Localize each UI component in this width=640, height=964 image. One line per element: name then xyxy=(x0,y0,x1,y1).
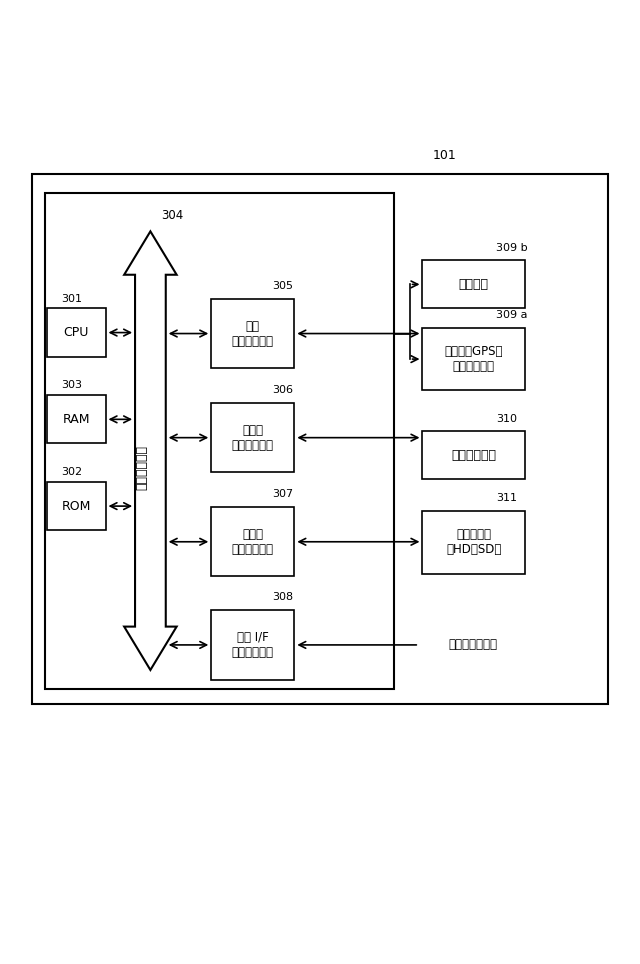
Text: 通信 I/F
コントローラ: 通信 I/F コントローラ xyxy=(232,630,274,659)
Text: ディスプレイ: ディスプレイ xyxy=(451,448,496,462)
Bar xyxy=(422,431,525,479)
Bar xyxy=(211,507,294,576)
Text: 302: 302 xyxy=(61,468,82,477)
Bar xyxy=(45,193,394,689)
Text: 308: 308 xyxy=(272,593,293,602)
Text: 303: 303 xyxy=(61,381,82,390)
Polygon shape xyxy=(124,231,177,670)
Bar xyxy=(47,482,106,530)
Text: メモリ
コントローラ: メモリ コントローラ xyxy=(232,527,274,556)
Text: 304: 304 xyxy=(161,209,184,222)
Bar xyxy=(211,610,294,680)
Text: 305: 305 xyxy=(272,281,293,291)
Text: 309 a: 309 a xyxy=(496,310,527,320)
Text: 101: 101 xyxy=(433,149,456,162)
Text: 301: 301 xyxy=(61,294,82,304)
Text: 309 b: 309 b xyxy=(496,243,527,253)
Text: RAM: RAM xyxy=(63,413,90,426)
Text: 入力部（GPS・
カメラ含む）: 入力部（GPS・ カメラ含む） xyxy=(444,345,503,373)
Text: 311: 311 xyxy=(496,494,517,503)
Bar xyxy=(47,395,106,443)
Text: 306: 306 xyxy=(272,386,293,395)
Bar xyxy=(47,308,106,357)
Bar xyxy=(422,328,525,390)
Bar xyxy=(422,511,525,574)
Text: システムバス: システムバス xyxy=(136,445,148,490)
Text: ネットワークへ: ネットワークへ xyxy=(448,638,497,652)
Text: ビデオ
コントローラ: ビデオ コントローラ xyxy=(232,423,274,452)
Text: 310: 310 xyxy=(496,415,517,424)
Text: ROM: ROM xyxy=(61,499,91,513)
Text: 外部メモリ
（HD、SD）: 外部メモリ （HD、SD） xyxy=(446,528,501,556)
Bar xyxy=(211,299,294,368)
Bar xyxy=(32,174,608,704)
Text: センサ部: センサ部 xyxy=(459,278,488,291)
Text: CPU: CPU xyxy=(63,326,89,339)
Bar xyxy=(211,403,294,472)
Text: 入力
コントローラ: 入力 コントローラ xyxy=(232,319,274,348)
Text: 307: 307 xyxy=(272,490,293,499)
Bar xyxy=(422,260,525,308)
